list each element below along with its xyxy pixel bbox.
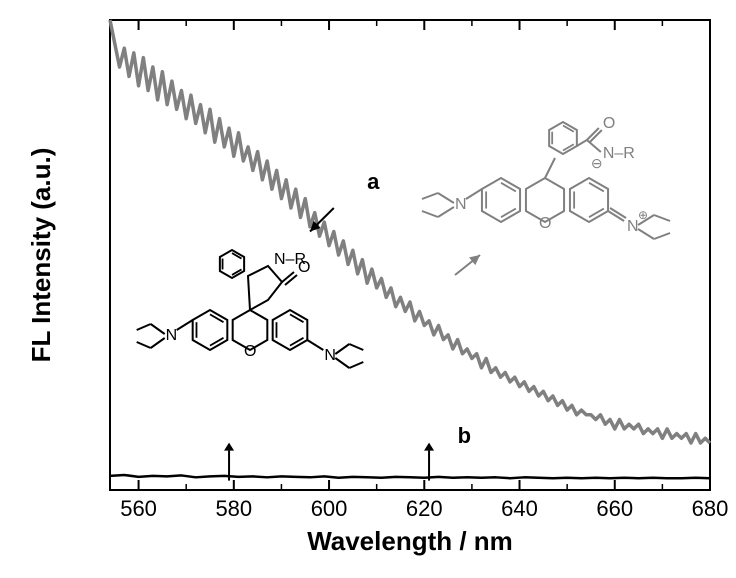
xtick-label: 600 — [311, 496, 348, 521]
xtick-label: 640 — [501, 496, 538, 521]
xtick-label: 560 — [120, 496, 157, 521]
mol-closed-N: N — [324, 347, 336, 364]
x-axis-label: Wavelength / nm — [307, 526, 513, 556]
xtick-label: 620 — [406, 496, 443, 521]
mol-open-N: N — [455, 196, 467, 213]
mol-open-minus: ⊖ — [591, 155, 603, 171]
mol-open-Olab: O — [603, 115, 615, 132]
mol-closed-N: N — [166, 327, 178, 344]
xtick-label: 660 — [596, 496, 633, 521]
mol-open-N: N — [627, 218, 639, 235]
mol-open-NR: N–R — [603, 145, 635, 162]
mol-open-O-center: O — [539, 215, 551, 232]
mol-closed-O-center: O — [244, 343, 256, 360]
xtick-label: 680 — [692, 496, 729, 521]
xtick-label: 580 — [215, 496, 252, 521]
y-axis-label: FL Intensity (a.u.) — [26, 148, 56, 363]
mol-closed-NR: N–R — [274, 251, 306, 268]
series-label-b: b — [458, 423, 471, 448]
series-label-a: a — [367, 169, 380, 194]
